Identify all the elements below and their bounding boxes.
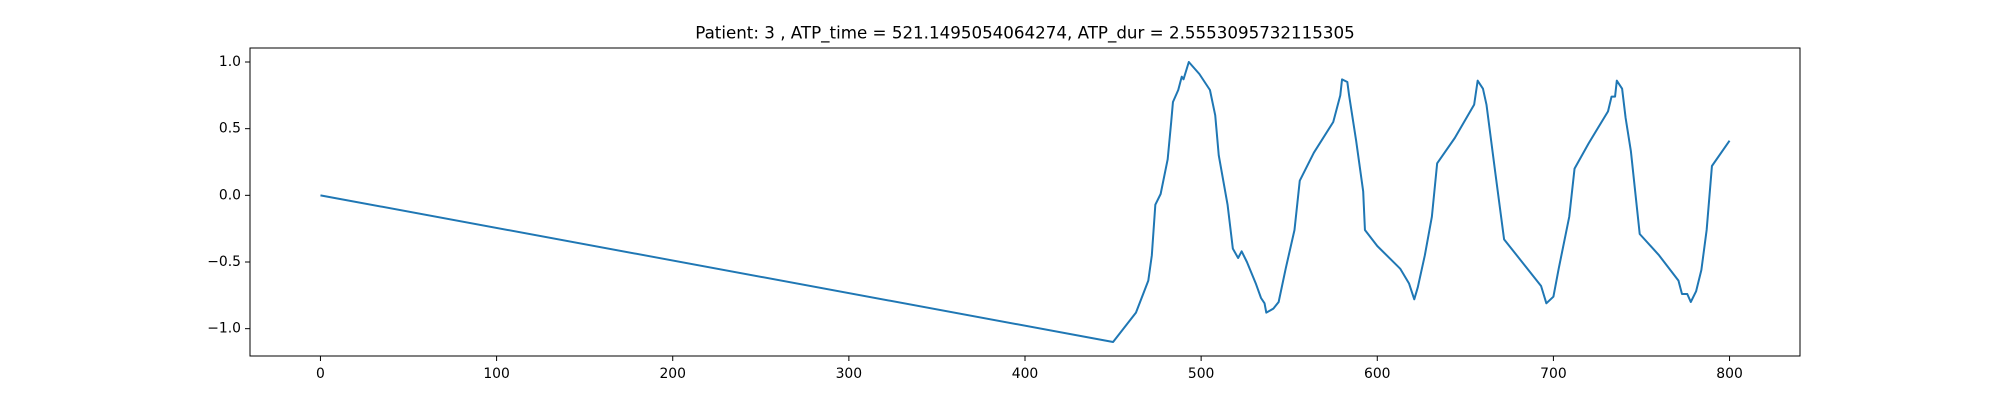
x-tick-label: 400 (1012, 366, 1039, 382)
chart-title: Patient: 3 , ATP_time = 521.149505406427… (695, 23, 1355, 44)
x-tick-label: 100 (483, 366, 510, 382)
y-tick-label: −0.5 (207, 254, 241, 270)
y-tick-label: 0.0 (219, 187, 241, 203)
x-tick-label: 800 (1716, 366, 1743, 382)
line-series (320, 61, 1731, 343)
y-tick-label: 0.5 (219, 121, 241, 137)
x-tick-label: 600 (1364, 366, 1391, 382)
x-tick-label: 0 (316, 366, 325, 382)
x-tick-label: 300 (836, 366, 863, 382)
plot-frame (249, 47, 1801, 357)
x-tick-label: 700 (1540, 366, 1567, 382)
x-tick-label: 500 (1188, 366, 1215, 382)
x-tick-label: 200 (659, 366, 686, 382)
y-tick-label: −1.0 (207, 321, 241, 337)
y-tick-label: 1.0 (219, 54, 241, 70)
